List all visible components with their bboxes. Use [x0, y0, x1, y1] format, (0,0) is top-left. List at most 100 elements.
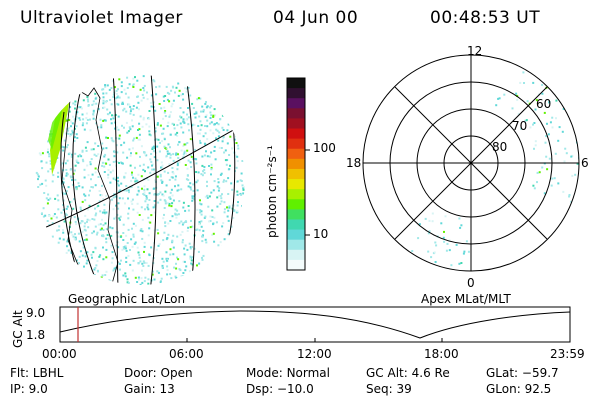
- speckle: [81, 186, 84, 189]
- speckle: [223, 179, 225, 182]
- color-scale-bar: [287, 78, 305, 271]
- speckle: [91, 232, 94, 235]
- speckle: [127, 254, 130, 257]
- speckle: [132, 176, 134, 179]
- speckle: [159, 175, 162, 178]
- speckle: [122, 232, 125, 234]
- speckle: [67, 239, 70, 241]
- speckle: [129, 154, 132, 157]
- speckle: [110, 118, 112, 121]
- speckle: [175, 276, 178, 279]
- speckle: [129, 164, 132, 167]
- speckle: [101, 161, 104, 164]
- speckle: [190, 262, 193, 265]
- speckle: [116, 126, 119, 129]
- speckle: [137, 251, 140, 254]
- speckle: [89, 189, 91, 192]
- speckle: [170, 205, 173, 208]
- speckle: [213, 145, 216, 148]
- speckle: [547, 133, 550, 136]
- speckle: [190, 188, 193, 191]
- speckle: [110, 103, 113, 106]
- speckle: [168, 114, 171, 117]
- speckle: [183, 247, 186, 250]
- speckle: [165, 259, 168, 262]
- polar-plot: [362, 54, 580, 272]
- speckle: [153, 193, 156, 196]
- speckle: [86, 96, 89, 98]
- speckle: [125, 110, 128, 113]
- speckle: [184, 164, 187, 166]
- speckle: [202, 135, 205, 138]
- speckle: [70, 231, 73, 234]
- speckle: [48, 155, 51, 158]
- speckle: [151, 146, 154, 149]
- speckle: [131, 245, 134, 248]
- speckle: [140, 277, 143, 280]
- speckle: [151, 168, 154, 171]
- speckle: [141, 125, 144, 128]
- mlat-label-80: 80: [492, 140, 508, 154]
- speckle: [165, 155, 168, 158]
- colorbar-segment: [287, 138, 305, 150]
- speckle: [210, 163, 213, 166]
- speckle: [51, 180, 54, 183]
- speckle: [221, 225, 224, 228]
- speckle: [176, 131, 179, 134]
- speckle: [126, 131, 129, 134]
- speckle: [74, 164, 77, 167]
- speckle: [75, 259, 78, 262]
- speckle: [204, 125, 206, 127]
- speckle: [65, 146, 68, 149]
- speckle: [511, 107, 514, 110]
- speckle: [224, 149, 227, 152]
- speckle: [85, 117, 88, 120]
- speckle: [173, 127, 176, 130]
- status-glat: GLat: −59.7: [486, 366, 559, 380]
- speckle: [158, 150, 161, 153]
- speckle: [86, 220, 88, 223]
- speckle: [46, 151, 49, 154]
- speckle: [168, 202, 171, 205]
- speckle: [235, 166, 238, 169]
- speckle: [104, 84, 107, 86]
- speckle: [143, 89, 146, 92]
- speckle: [127, 281, 130, 284]
- speckle: [117, 128, 120, 131]
- speckle: [177, 184, 180, 187]
- speckle: [122, 246, 125, 248]
- speckle: [84, 252, 87, 255]
- speckle: [462, 252, 465, 255]
- speckle: [164, 190, 167, 193]
- speckle: [159, 281, 162, 284]
- speckle: [110, 137, 113, 140]
- speckle: [151, 273, 154, 276]
- speckle: [433, 251, 436, 254]
- speckle: [204, 238, 207, 241]
- speckle: [104, 222, 107, 225]
- speckle: [69, 168, 72, 171]
- speckle: [155, 86, 158, 89]
- speckle: [95, 154, 98, 157]
- speckle: [71, 122, 74, 125]
- speckle: [92, 230, 95, 233]
- speckle: [149, 101, 152, 104]
- speckle: [92, 117, 95, 120]
- speckle: [570, 155, 573, 158]
- speckle: [94, 97, 97, 100]
- speckle: [124, 172, 127, 175]
- speckle: [133, 242, 136, 245]
- speckle: [143, 188, 146, 191]
- speckle: [139, 115, 142, 118]
- speckle: [109, 171, 112, 174]
- speckle: [113, 155, 116, 158]
- speckle: [169, 253, 172, 256]
- speckle: [90, 178, 92, 181]
- speckle: [161, 181, 164, 184]
- speckle: [182, 120, 185, 123]
- mlt-label-6: 6: [581, 156, 589, 170]
- speckle: [196, 98, 199, 101]
- speckle: [497, 97, 500, 100]
- speckle: [77, 182, 80, 185]
- speckle: [576, 162, 579, 165]
